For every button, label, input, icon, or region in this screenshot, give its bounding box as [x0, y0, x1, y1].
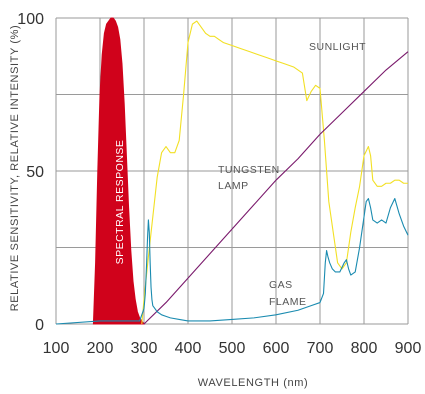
gas-flame-label-line1: GAS	[269, 279, 293, 291]
x-tick-200: 200	[87, 340, 114, 357]
y-tick-100: 100	[17, 11, 44, 28]
x-tick-500: 500	[219, 340, 246, 357]
y-tick-labels: 0 50 100	[17, 11, 44, 334]
sunlight-label: SUNLIGHT	[309, 41, 366, 53]
series-layer	[55, 17, 409, 325]
x-tick-800: 800	[351, 340, 378, 357]
x-tick-300: 300	[131, 340, 158, 357]
x-tick-600: 600	[263, 340, 290, 357]
x-tick-900: 900	[395, 340, 422, 357]
x-axis-title: WAVELENGTH (nm)	[198, 377, 308, 389]
y-tick-0: 0	[35, 317, 44, 334]
series-tungsten-lamp	[143, 51, 409, 325]
tungsten-label-line2: LAMP	[218, 180, 249, 192]
y-tick-50: 50	[26, 164, 44, 181]
spectral-response-label: SPECTRAL RESPONSE	[114, 140, 126, 265]
x-tick-400: 400	[175, 340, 202, 357]
series-sunlight	[141, 20, 408, 325]
series-gas-flame	[55, 197, 409, 325]
y-axis-title: RELATIVE SENSITIVITY, RELATIVE INTENSITY…	[9, 25, 21, 312]
series-spectral-response	[92, 17, 145, 325]
x-tick-100: 100	[43, 340, 70, 357]
x-tick-700: 700	[307, 340, 334, 357]
x-tick-labels: 100 200 300 400 500 600 700 800 900	[43, 340, 422, 357]
tungsten-label-line1: TUNGSTEN	[218, 164, 280, 176]
gas-flame-label-line2: FLAME	[269, 296, 307, 308]
